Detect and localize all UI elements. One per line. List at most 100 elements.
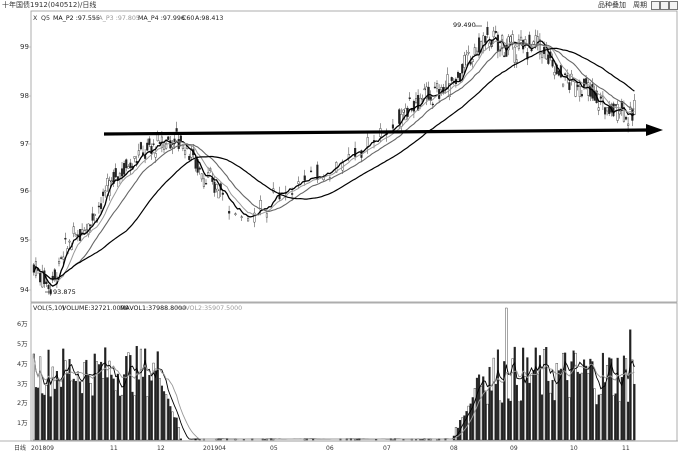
candle-body	[423, 88, 426, 91]
volume-legend: VOL(5,10) VOLUME:32721.0000 MAVOL1:37988…	[33, 305, 242, 312]
volume-bar	[570, 361, 573, 441]
candle-body	[589, 85, 592, 97]
volume-bar	[509, 400, 512, 441]
volume-bar	[463, 415, 466, 441]
x-tick-11: 11	[110, 445, 118, 452]
candle-body	[484, 36, 487, 43]
volume-bar	[597, 394, 600, 441]
candle-body	[207, 172, 210, 178]
volume-bar	[41, 393, 44, 441]
volume-bar	[511, 358, 514, 441]
candle-body	[246, 218, 250, 222]
candle-body	[572, 80, 575, 82]
candle-body	[534, 35, 537, 45]
candle-body	[139, 142, 143, 150]
candle-body	[190, 148, 193, 158]
legend-period: Q5	[41, 15, 50, 22]
candle-body	[488, 42, 491, 47]
candle-body	[106, 178, 109, 186]
legend-ma3: MA_P3 :97.805	[93, 15, 140, 22]
candle-body	[303, 175, 306, 181]
volume-bar	[629, 329, 632, 441]
candle-body	[509, 36, 512, 43]
left-arrow-icon[interactable]	[651, 1, 660, 10]
volume-bar	[536, 374, 539, 441]
candle-body	[450, 77, 453, 81]
a-line	[33, 47, 635, 280]
candle-body	[616, 104, 619, 121]
candle-body	[412, 101, 416, 112]
candle-body	[402, 109, 405, 113]
candle-body	[125, 159, 128, 169]
volume-bar	[51, 366, 54, 441]
candle-body	[578, 86, 581, 97]
volume-bar	[545, 347, 548, 441]
candle-body	[568, 82, 571, 90]
candle-body	[526, 52, 529, 60]
volume-bar	[102, 378, 105, 441]
support-arrow	[103, 124, 663, 136]
volume-bar	[513, 346, 516, 441]
high-annotation: 99.490	[453, 21, 476, 29]
period-button[interactable]: 周期	[633, 1, 647, 9]
legend-c60: C60	[182, 15, 194, 22]
volume-bar	[43, 394, 46, 441]
candle-body	[547, 54, 550, 64]
volume-bar	[83, 362, 86, 441]
volume-bar	[490, 390, 493, 441]
candle-body	[625, 116, 628, 120]
volume-bar	[68, 359, 71, 441]
volume-bar	[114, 390, 117, 441]
candle-body	[444, 87, 447, 89]
volume-bar	[95, 361, 98, 441]
x-tick-06: 06	[326, 445, 334, 452]
candle-body	[183, 150, 187, 155]
candle-body	[171, 144, 174, 148]
volume-bar	[167, 398, 170, 441]
candle-body	[72, 226, 75, 234]
candle-body	[202, 178, 206, 187]
candle-body	[127, 166, 130, 169]
y-tick-98: 98	[20, 92, 29, 100]
candle-body	[496, 34, 500, 52]
volume-bar	[179, 438, 182, 441]
candle-body	[486, 27, 489, 35]
candle-body	[123, 162, 126, 175]
legend-volume: VOLUME:32721.0000	[62, 305, 129, 312]
volume-bar	[591, 361, 594, 441]
vol-tick-1: 1万	[17, 419, 28, 427]
volume-bar	[524, 375, 527, 441]
x-tick-07: 07	[383, 445, 391, 452]
volume-bar	[144, 348, 147, 441]
volume-bar	[517, 401, 520, 441]
volume-bar	[627, 401, 630, 441]
candle-body	[68, 240, 71, 243]
ma-p4-line	[33, 42, 635, 280]
price-legend: X Q5 MA_P2 :97.555 MA_P3 :97.805 MA_P4 :…	[33, 15, 223, 22]
legend-ma4: MA_P4 :97.996	[138, 15, 185, 22]
candle-body	[47, 284, 50, 290]
candle-body	[85, 229, 88, 231]
volume-bar	[160, 385, 164, 441]
right-arrow-icon[interactable]	[660, 1, 669, 10]
candle-body	[465, 54, 468, 66]
volume-bar	[131, 391, 134, 441]
volume-bar	[461, 417, 464, 441]
overlay-button[interactable]: 品种叠加	[598, 1, 626, 9]
candle-body	[532, 41, 535, 45]
candle-body	[555, 64, 558, 74]
candle-body	[564, 73, 567, 75]
volume-bar	[499, 400, 502, 441]
candle-body	[415, 98, 418, 104]
volume-bar	[133, 395, 136, 441]
volume-bar	[156, 351, 159, 441]
volume-bar	[633, 383, 636, 441]
volume-bar	[53, 388, 56, 441]
candle-body	[51, 275, 54, 281]
volume-bar	[146, 396, 149, 441]
candle-body	[102, 191, 105, 197]
volume-bar	[175, 417, 178, 441]
volume-bar	[152, 362, 155, 441]
volume-bar	[578, 373, 581, 441]
